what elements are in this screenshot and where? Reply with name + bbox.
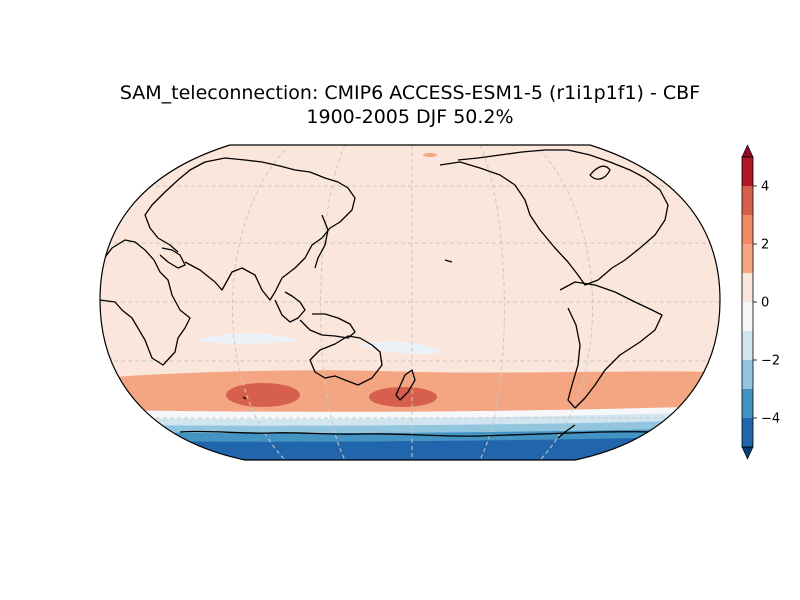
colorbar-tick-label: 2 (761, 238, 769, 253)
colorbar-segment (742, 360, 753, 389)
negative-anomaly-band-strongest (100, 436, 720, 460)
map-title-line-1: SAM_teleconnection: CMIP6 ACCESS-ESM1-5 … (119, 82, 701, 104)
coastline-antarctic-peninsula (557, 424, 576, 439)
colorbar-tick-label: −4 (761, 412, 780, 427)
coastline-hawaii (444, 259, 453, 263)
colorbar-segment (742, 331, 753, 360)
positive-patch-arctic (423, 153, 437, 157)
coastline-south-america (559, 281, 663, 409)
map-title-line-2: 1900-2005 DJF 50.2% (306, 106, 514, 128)
weak-negative-patch-tasman (360, 341, 445, 354)
coastline-arabia (159, 247, 186, 269)
colorbar-tick-label: −2 (761, 354, 780, 369)
colorbar-segment (742, 273, 753, 302)
gridline-meridian-60w (539, 149, 593, 460)
colorbar: 4 2 0 −2 −4 (741, 144, 780, 460)
coastlines (100, 149, 720, 439)
coastline-antarctica (179, 430, 720, 437)
positive-anomaly-core-indian (226, 383, 300, 407)
map-panel (99, 144, 721, 461)
gridlines (100, 145, 720, 460)
coastline-new-zealand (395, 369, 416, 401)
colorbar-segment (742, 157, 753, 186)
colorbar-segment (742, 302, 753, 331)
weak-negative-patch-indian (195, 333, 300, 344)
coastline-kerguelen (242, 396, 247, 400)
coastline-southeast-asia (274, 291, 306, 323)
coastline-north-america (439, 149, 669, 286)
colorbar-tick-label: 0 (761, 296, 769, 311)
colorbar-segment (742, 418, 753, 447)
coastline-eurasia (144, 157, 356, 301)
coastline-greenland (589, 165, 611, 180)
colorbar-segment (742, 186, 753, 215)
gridline-meridian-60e (232, 149, 286, 460)
colorbar-extend-min (741, 446, 754, 460)
colorbar-segment (742, 215, 753, 244)
map-boundary (99, 144, 721, 461)
colorbar-extend-max (741, 144, 754, 158)
colorbar-segment (742, 389, 753, 418)
colorbar-segment (742, 244, 753, 273)
coastline-indonesia (299, 313, 356, 339)
colorbar-tick-label: 4 (761, 180, 769, 195)
coastline-australia (309, 335, 383, 386)
coastline-japan (314, 214, 329, 269)
coastline-africa (100, 239, 191, 366)
